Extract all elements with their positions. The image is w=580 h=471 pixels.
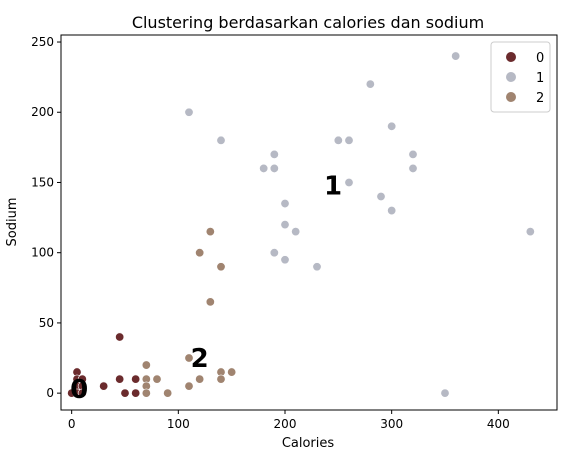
x-tick-label: 0 — [68, 417, 76, 431]
legend-marker-1 — [506, 72, 516, 82]
point-cluster-1 — [280, 255, 290, 265]
point-cluster-2 — [205, 227, 215, 237]
point-cluster-1 — [408, 163, 418, 173]
legend-label-2: 2 — [536, 91, 544, 106]
point-cluster-1 — [280, 220, 290, 230]
x-tick-label: 200 — [274, 417, 297, 431]
point-cluster-2 — [216, 262, 226, 272]
point-cluster-1 — [344, 135, 354, 145]
x-tick-label: 300 — [380, 417, 403, 431]
chart-title: Clustering berdasarkan calories dan sodi… — [132, 13, 484, 32]
y-tick-label: 100 — [31, 246, 54, 260]
point-cluster-0 — [131, 388, 141, 398]
x-tick-label: 100 — [167, 417, 190, 431]
point-cluster-1 — [387, 121, 397, 131]
point-cluster-0 — [77, 388, 87, 398]
point-cluster-1 — [312, 262, 322, 272]
point-cluster-0 — [120, 388, 130, 398]
point-cluster-0 — [115, 374, 125, 384]
point-cluster-1 — [269, 163, 279, 173]
point-cluster-2 — [195, 374, 205, 384]
point-cluster-0 — [99, 381, 109, 391]
point-cluster-2 — [163, 388, 173, 398]
point-cluster-1 — [376, 192, 386, 202]
point-cluster-1 — [216, 135, 226, 145]
x-axis-label: Calories — [282, 436, 335, 451]
legend-marker-0 — [506, 52, 516, 62]
point-cluster-2 — [184, 381, 194, 391]
point-cluster-1 — [408, 149, 418, 159]
cluster-label-2: 2 — [191, 344, 209, 374]
point-cluster-1 — [280, 199, 290, 209]
point-cluster-0 — [131, 374, 141, 384]
x-tick-label: 400 — [487, 417, 510, 431]
point-cluster-0 — [115, 332, 125, 342]
cluster-label-0: 0 — [70, 375, 88, 405]
point-cluster-1 — [365, 79, 375, 89]
data-points — [67, 51, 535, 398]
legend-label-0: 0 — [536, 51, 544, 66]
legend-label-1: 1 — [536, 71, 544, 86]
point-cluster-2 — [184, 353, 194, 363]
point-cluster-1 — [184, 107, 194, 117]
cluster-annotations: 0 1 2 — [70, 171, 342, 405]
point-cluster-1 — [259, 163, 269, 173]
point-cluster-1 — [344, 177, 354, 187]
point-cluster-2 — [141, 388, 151, 398]
point-cluster-1 — [440, 388, 450, 398]
point-cluster-1 — [291, 227, 301, 237]
y-tick-label: 0 — [46, 386, 54, 400]
y-tick-label: 250 — [31, 35, 54, 49]
point-cluster-1 — [451, 51, 461, 61]
point-cluster-2 — [227, 367, 237, 377]
point-cluster-2 — [216, 374, 226, 384]
legend: 0 1 2 — [490, 41, 551, 113]
cluster-label-1: 1 — [324, 171, 342, 201]
point-cluster-2 — [205, 297, 215, 307]
point-cluster-1 — [269, 149, 279, 159]
point-cluster-1 — [269, 248, 279, 258]
y-axis-label: Sodium — [5, 198, 20, 247]
point-cluster-1 — [387, 206, 397, 216]
legend-box — [490, 41, 551, 113]
point-cluster-1 — [333, 135, 343, 145]
axis-ticks: 0 100 200 300 400 0 50 100 150 200 250 — [31, 35, 510, 431]
point-cluster-1 — [525, 227, 535, 237]
y-tick-label: 50 — [39, 316, 54, 330]
plot-area — [60, 34, 558, 411]
point-cluster-2 — [141, 360, 151, 370]
y-tick-label: 150 — [31, 175, 54, 189]
point-cluster-2 — [195, 248, 205, 258]
point-cluster-2 — [152, 374, 162, 384]
legend-marker-2 — [506, 92, 516, 102]
y-tick-label: 200 — [31, 105, 54, 119]
